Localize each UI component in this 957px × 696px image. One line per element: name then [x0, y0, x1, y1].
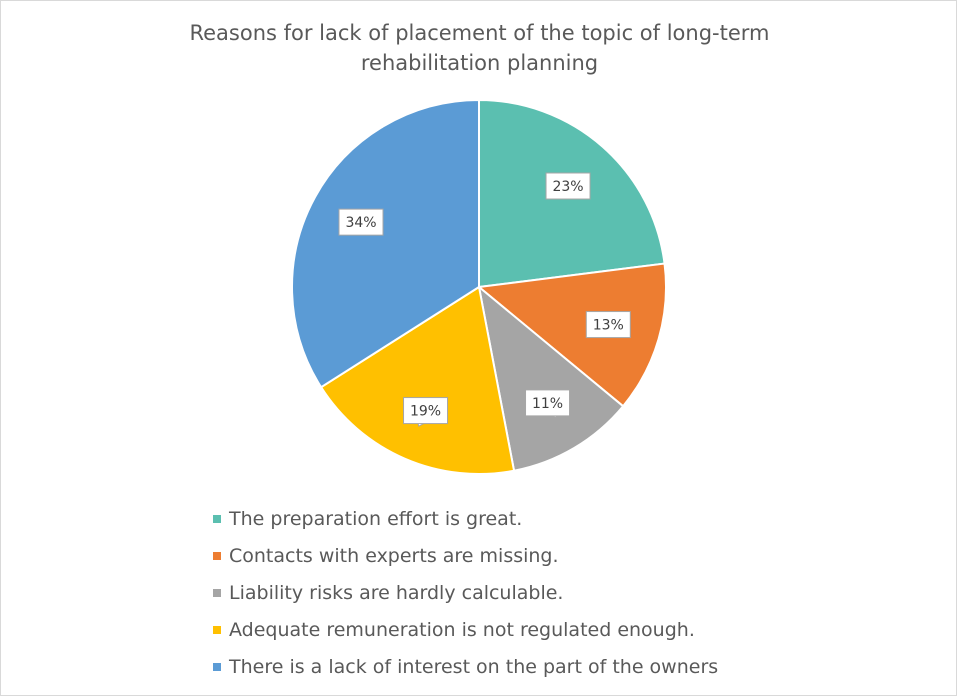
- chart-title: Reasons for lack of placement of the top…: [1, 18, 956, 78]
- data-labels: 23% 13% 11% 19% 34%: [338, 172, 631, 427]
- data-label-box: [338, 208, 384, 236]
- data-label-text: 34%: [345, 215, 376, 231]
- data-label: 23%: [545, 172, 591, 200]
- legend-item: The preparation effort is great.: [213, 500, 933, 537]
- pie-slices: [291, 99, 667, 475]
- pie-slice: [291, 99, 480, 389]
- legend-item: Adequate remuneration is not regulated e…: [213, 611, 933, 648]
- legend-label: Contacts with experts are missing.: [229, 544, 559, 567]
- data-label-text: 13%: [593, 318, 624, 334]
- legend-swatch: [213, 551, 221, 560]
- data-label: 19%: [403, 397, 449, 427]
- pie-slice: [478, 286, 625, 472]
- legend-swatch: [213, 588, 221, 597]
- legend-swatch: [213, 514, 221, 523]
- data-label-box: [585, 311, 631, 339]
- legend-label: Liability risks are hardly calculable.: [229, 581, 564, 604]
- data-label-box: [545, 172, 591, 200]
- data-label-text: 19%: [410, 404, 441, 420]
- legend-label: Adequate remuneration is not regulated e…: [229, 618, 695, 641]
- chart-title-line-1: Reasons for lack of placement of the top…: [189, 21, 770, 45]
- data-label-box: [403, 397, 449, 425]
- data-label-box: [525, 389, 571, 417]
- legend-swatch: [213, 662, 221, 671]
- data-label: 13%: [585, 311, 631, 339]
- data-label: 11%: [525, 389, 571, 419]
- pie-slice: [320, 286, 516, 475]
- legend-swatch: [213, 625, 221, 634]
- chart-title-line-2: rehabilitation planning: [360, 51, 599, 75]
- legend: The preparation effort is great. Contact…: [213, 500, 933, 685]
- legend-label: There is a lack of interest on the part …: [229, 655, 719, 678]
- data-label-text: 11%: [532, 396, 563, 412]
- legend-item: There is a lack of interest on the part …: [213, 648, 933, 685]
- data-label: 34%: [338, 208, 384, 236]
- legend-label: The preparation effort is great.: [229, 507, 523, 530]
- legend-item: Liability risks are hardly calculable.: [213, 574, 933, 611]
- data-label-text: 23%: [552, 179, 583, 195]
- legend-item: Contacts with experts are missing.: [213, 537, 933, 574]
- pie-slice: [478, 262, 667, 408]
